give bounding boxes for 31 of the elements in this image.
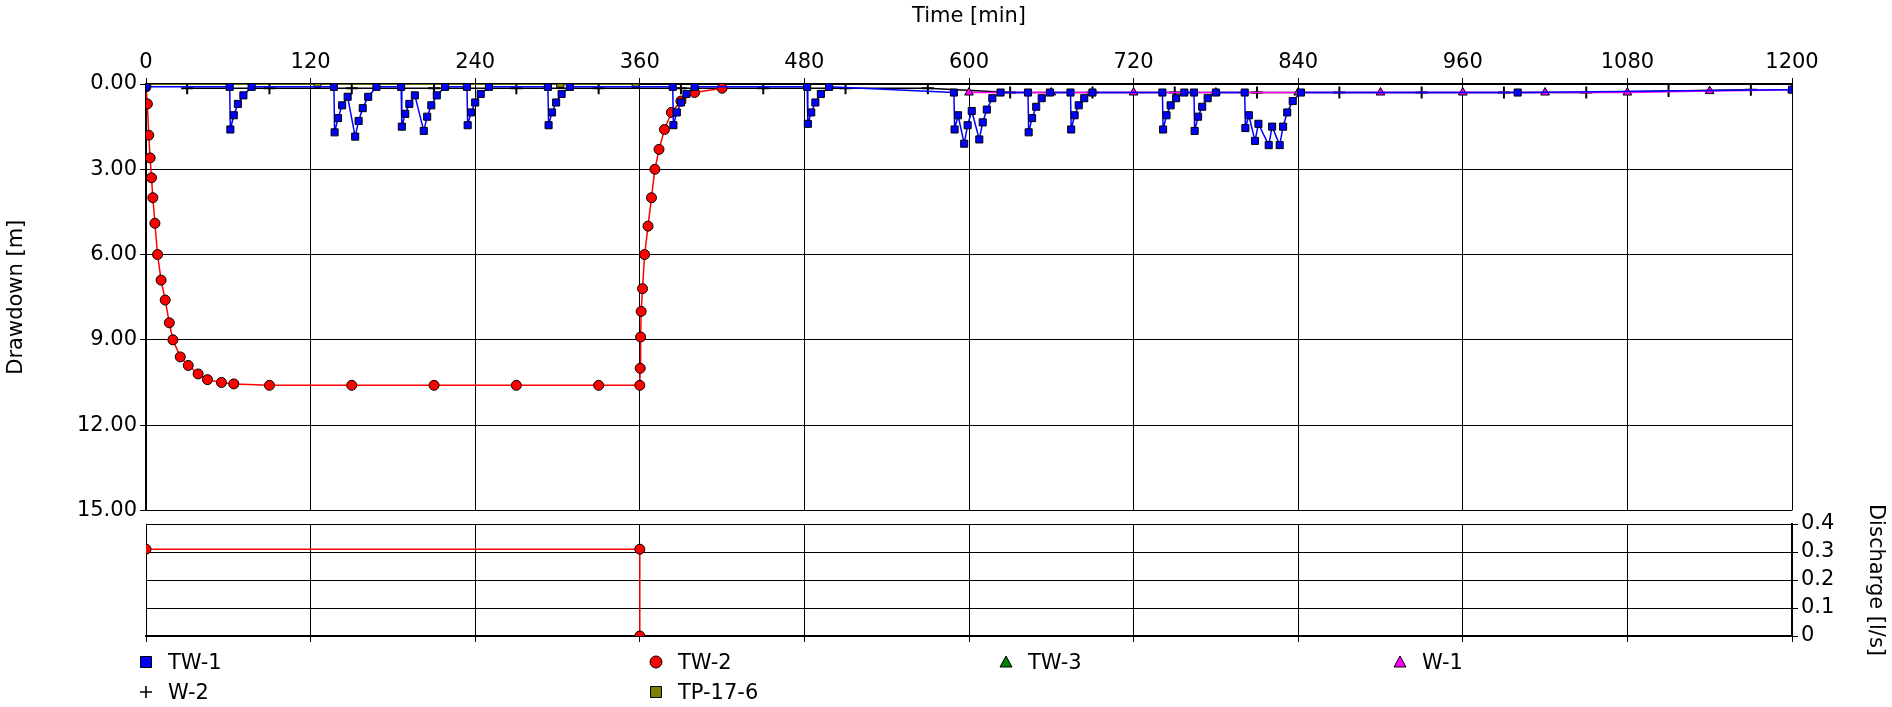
x-tick-label: 720 [1113,48,1154,73]
y-tick-label: 12.00 [76,411,137,436]
y-tick-label: 15.00 [76,496,137,521]
y-tick-label: 6.00 [90,241,137,266]
legend-label: TW-1 [168,650,222,674]
legend-label: W-2 [168,680,209,704]
x-axis-title: Time [min] [910,3,1027,28]
x-tick-label: 1080 [1600,48,1655,73]
legend-label: W-1 [1422,650,1463,674]
x-tick-label: 960 [1442,48,1483,73]
y-tick-label: 3.00 [90,155,137,180]
x-tick-label: 840 [1278,48,1319,73]
x-tick-label: 360 [619,48,660,73]
y-tick-label: 0.00 [90,70,137,95]
x-tick-label: 1200 [1765,48,1819,73]
y-tick-label: 0.4 [1801,510,1835,535]
y-tick-label: 9.00 [90,326,137,351]
x-tick-label: 240 [455,48,496,73]
y-axis-title: Discharge [l/s] [1864,503,1889,657]
legend-label: TP-17-6 [678,680,759,704]
y-tick-label: 0.1 [1801,594,1835,619]
y-tick-label: 0.2 [1801,566,1835,591]
x-tick-label: 600 [948,48,990,73]
y-axis-title: Drawdown [m] [3,219,28,375]
x-tick-label: 120 [290,48,331,73]
y-tick-label: 0 [1801,622,1815,647]
y-tick-label: 0.3 [1801,538,1835,563]
legend-label: TW-2 [678,650,732,674]
x-tick-label: 0 [139,48,153,73]
x-tick-label: 480 [784,48,825,73]
legend-label: TW-3 [1028,650,1082,674]
